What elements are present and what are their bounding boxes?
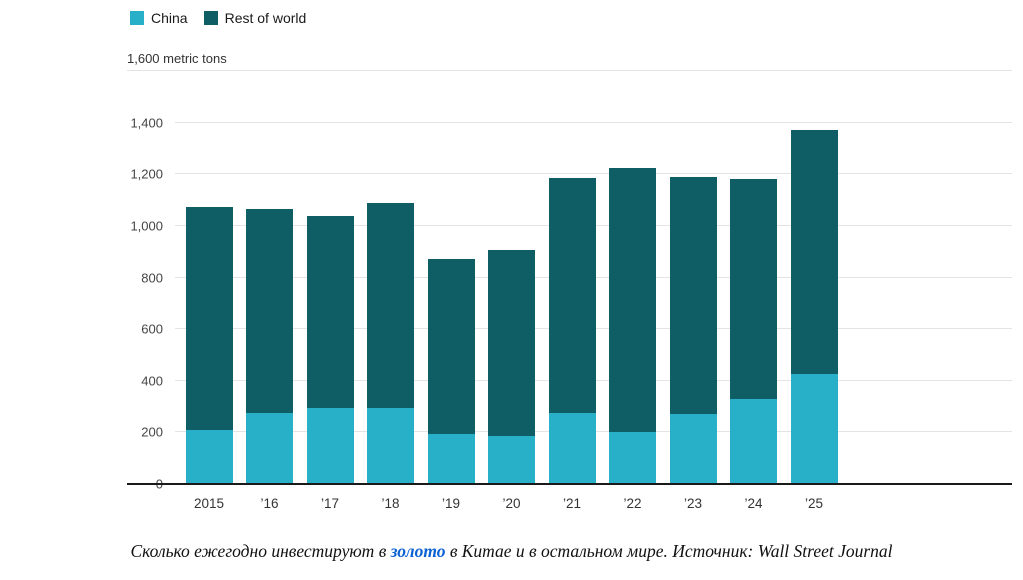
bar-16-china: [246, 413, 293, 484]
bar-17-china: [306, 407, 354, 484]
x-tick-label-16: ’16: [260, 496, 279, 511]
caption-prefix: Сколько ежегодно инвестируют в: [130, 541, 391, 561]
y-tick-label-1000: 1,000: [130, 218, 163, 234]
y-tick-label-800: 800: [141, 270, 163, 285]
bar-2015-rest-of-world: [185, 206, 233, 430]
legend-label-china: China: [151, 10, 188, 26]
legend-label-rest-of-world: Rest of world: [224, 10, 307, 26]
bar-25-rest-of-world: [790, 130, 838, 375]
caption-suffix: в Китае и в остальном мире. Источник: Wa…: [445, 541, 893, 561]
y-tick-label-1400: 1,400: [130, 115, 163, 131]
x-tick-label-25: ’25: [804, 496, 823, 511]
bar-24-china: [730, 398, 777, 484]
bar-16-rest-of-world: [246, 209, 293, 414]
gridline-1200: [175, 173, 1012, 175]
legend-item-rest-of-world: Rest of world: [203, 10, 307, 26]
bar-20-rest-of-world: [488, 250, 535, 437]
bar-20-china: [488, 436, 535, 484]
bar-22-china: [609, 432, 656, 484]
gridline-1400: [175, 121, 1012, 123]
x-tick-label-17: ’17: [320, 496, 339, 511]
chart-legend: China Rest of world: [130, 10, 306, 26]
caption: Сколько ежегодно инвестируют в золото в …: [0, 541, 1023, 562]
bar-19-rest-of-world: [427, 259, 475, 434]
legend-swatch-rest-of-world: [203, 11, 218, 25]
bar-23-china: [669, 414, 717, 484]
y-axis-unit-label: 1,600 metric tons: [127, 51, 227, 66]
y-tick-label-600: 600: [141, 321, 163, 337]
bar-18-rest-of-world: [367, 202, 414, 408]
x-tick-label-20: ’20: [502, 496, 521, 511]
bar-23-rest-of-world: [669, 176, 717, 415]
bar-2015-china: [185, 429, 233, 484]
y-tick-label-1200: 1,200: [130, 166, 163, 182]
bar-17-rest-of-world: [306, 215, 354, 408]
x-tick-label-19: ’19: [441, 496, 460, 511]
bar-22-rest-of-world: [609, 167, 656, 433]
y-tick-label-200: 200: [141, 424, 163, 440]
bar-19-china: [427, 433, 475, 484]
bar-21-china: [548, 413, 596, 484]
x-tick-label-22: ’22: [623, 496, 642, 511]
bar-21-rest-of-world: [548, 178, 596, 414]
gridline-0: [127, 483, 1012, 485]
x-tick-label-23: ’23: [683, 496, 702, 511]
bar-18-china: [367, 407, 414, 484]
legend-item-china: China: [130, 10, 188, 26]
bar-24-rest-of-world: [730, 179, 777, 399]
bar-25-china: [790, 374, 838, 484]
x-tick-label-21: ’21: [562, 496, 581, 511]
y-tick-label-400: 400: [141, 373, 163, 389]
legend-swatch-china: [130, 11, 144, 25]
gold-investment-chart: China Rest of world 02004006008001,0001,…: [127, 10, 1012, 511]
x-tick-label-2015: 2015: [193, 496, 225, 511]
x-tick-label-18: ’18: [381, 496, 400, 511]
gridline-1600: [127, 70, 1012, 71]
x-tick-label-24: ’24: [744, 496, 763, 511]
caption-gold-link[interactable]: золото: [390, 541, 446, 561]
